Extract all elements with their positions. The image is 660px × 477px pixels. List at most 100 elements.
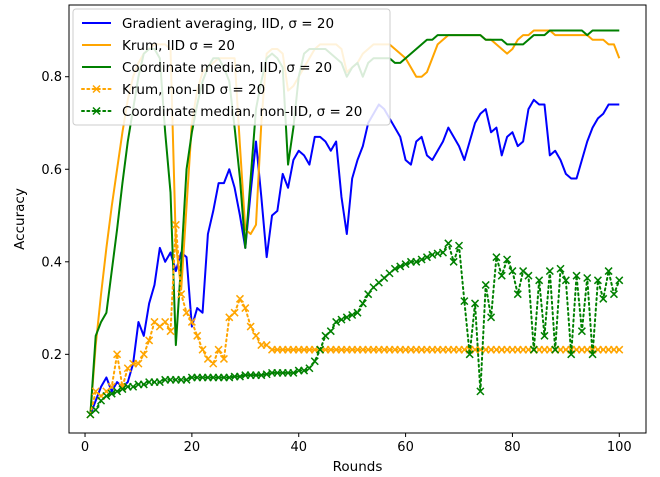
x-tick-label: 80 — [504, 440, 521, 455]
data-point — [198, 345, 207, 354]
data-point — [422, 253, 431, 262]
data-point — [460, 297, 469, 306]
data-point — [342, 313, 351, 322]
data-point — [102, 391, 111, 401]
data-point — [444, 239, 453, 248]
data-point — [438, 248, 448, 257]
legend-marker — [92, 106, 101, 116]
data-point — [513, 290, 522, 299]
legend-item: Coordinate median, non-IID, σ = 20 — [81, 104, 362, 120]
data-point — [241, 304, 250, 313]
data-point — [540, 331, 549, 340]
data-point — [561, 276, 570, 285]
data-point — [572, 271, 581, 280]
data-point — [529, 345, 538, 354]
data-point — [113, 350, 122, 359]
plot-lines — [86, 29, 624, 419]
data-point — [214, 345, 223, 354]
data-point — [246, 322, 255, 331]
legend-item: Krum, IID σ = 20 — [82, 38, 235, 54]
data-point — [353, 308, 362, 317]
data-point — [107, 389, 116, 398]
plot-frame — [68, 4, 647, 434]
data-point — [316, 345, 325, 354]
data-point — [481, 280, 490, 289]
data-point — [599, 294, 608, 303]
data-point — [492, 253, 501, 262]
data-point — [155, 378, 164, 387]
data-point — [134, 359, 143, 368]
legend-label: Krum, IID σ = 20 — [122, 38, 235, 54]
data-point — [91, 405, 100, 414]
x-tick-label: 60 — [397, 440, 414, 455]
data-point — [577, 327, 586, 336]
x-tick-label: 20 — [184, 440, 201, 455]
data-point — [348, 310, 357, 320]
y-axis-label: Accuracy — [12, 188, 28, 250]
legend-item: Krum, non-IID σ = 20 — [81, 82, 265, 98]
y-tick-label: 0.6 — [41, 163, 62, 178]
data-point — [145, 336, 154, 345]
series-line — [89, 98, 620, 415]
data-point — [230, 308, 239, 317]
data-point — [583, 273, 592, 283]
x-tick-label: 100 — [607, 440, 632, 455]
data-point — [193, 331, 202, 340]
data-point — [364, 290, 373, 299]
data-point — [187, 317, 196, 326]
data-point — [113, 387, 122, 396]
legend-label: Coordinate median, IID, σ = 20 — [122, 60, 332, 76]
data-point — [487, 313, 496, 322]
x-axis: 0 20 40 60 80 100 — [81, 433, 632, 455]
data-point — [171, 220, 180, 229]
legend-label: Krum, non-IID σ = 20 — [122, 82, 265, 98]
legend-box — [72, 8, 391, 126]
data-point — [556, 264, 565, 273]
data-point — [209, 359, 218, 368]
data-point — [129, 382, 138, 391]
data-point — [300, 366, 309, 375]
data-point — [219, 354, 228, 363]
series-4 — [86, 239, 624, 419]
legend-label: Gradient averaging, IID, σ = 20 — [122, 16, 334, 32]
data-point — [182, 375, 191, 384]
data-point — [251, 331, 261, 340]
data-point — [449, 257, 458, 266]
data-point — [310, 357, 319, 366]
data-point — [535, 276, 544, 285]
data-point — [396, 262, 405, 271]
legend-item: Gradient averaging, IID, σ = 20 — [82, 16, 334, 32]
data-point — [551, 345, 560, 354]
data-point — [454, 241, 464, 250]
data-point — [337, 315, 346, 324]
data-point — [182, 308, 191, 317]
data-point — [358, 299, 367, 308]
data-point — [567, 350, 576, 359]
legend-label: Coordinate median, non-IID, σ = 20 — [122, 104, 362, 120]
data-point — [588, 350, 597, 359]
series-line — [89, 242, 621, 416]
data-point — [497, 271, 506, 280]
data-point — [332, 317, 341, 326]
series-0 — [89, 98, 620, 415]
data-point — [476, 387, 485, 396]
series-line — [89, 223, 621, 416]
data-point — [417, 255, 426, 264]
legend: Gradient averaging, IID, σ = 20 Krum, IID… — [72, 8, 391, 126]
data-point — [508, 267, 517, 276]
data-point — [305, 364, 314, 373]
legend-item: Coordinate median, IID, σ = 20 — [82, 60, 332, 76]
data-point — [593, 276, 602, 285]
data-point — [503, 255, 512, 264]
data-point — [471, 299, 480, 308]
data-point — [166, 327, 175, 336]
data-point — [615, 345, 624, 354]
data-point — [604, 267, 613, 276]
data-point — [161, 317, 170, 326]
data-point — [235, 294, 244, 303]
data-point — [390, 264, 399, 273]
y-tick-label: 0.4 — [41, 255, 62, 270]
data-point — [118, 385, 127, 394]
data-point — [524, 271, 533, 280]
